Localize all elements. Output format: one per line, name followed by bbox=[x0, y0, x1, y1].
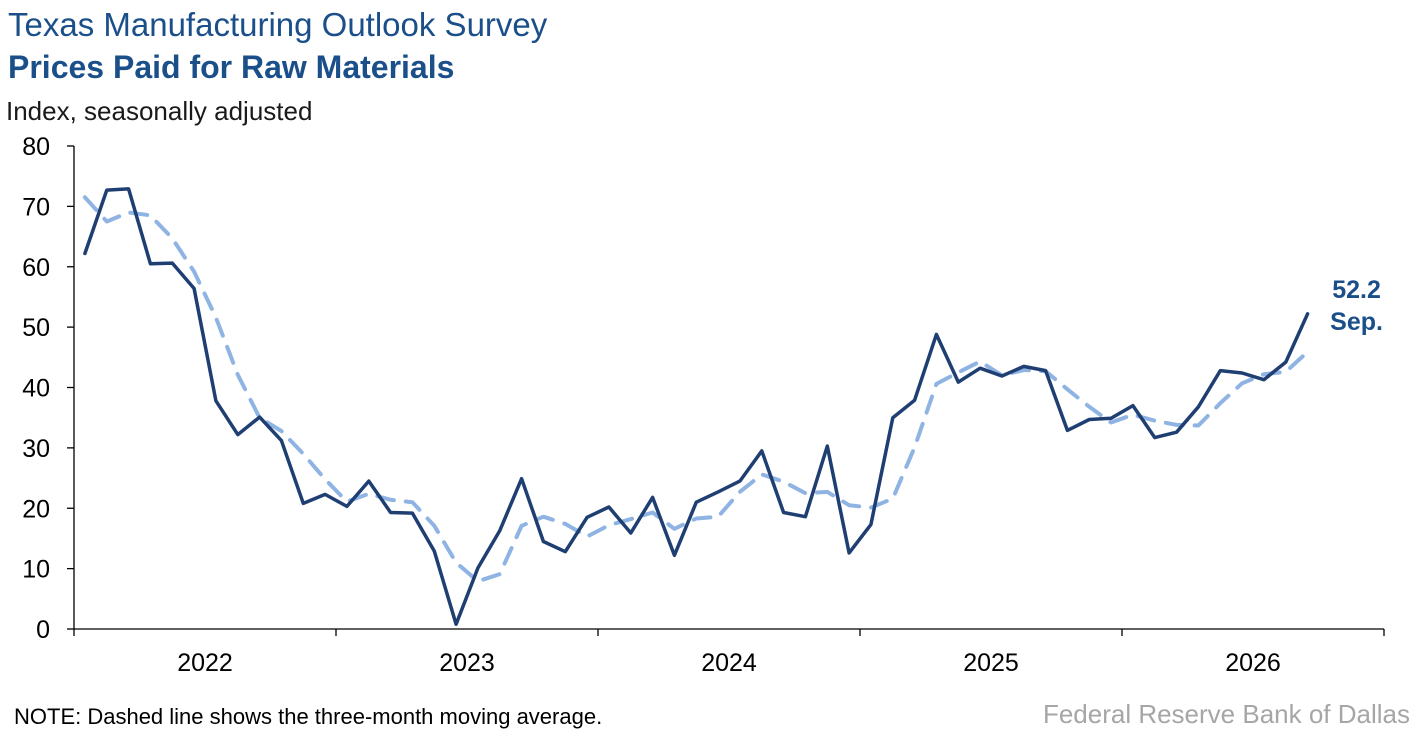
chart-axes: 0 10 20 30 40 50 60 70 80 2022 2023 2024 2025 2026 bbox=[22, 133, 1385, 677]
y-axis-unit-label: Index, seasonally adjusted bbox=[6, 96, 313, 126]
y-tick-label: 20 bbox=[22, 495, 50, 523]
chart-labels: 52.2 Sep. bbox=[1330, 276, 1383, 336]
y-tick-label: 0 bbox=[36, 616, 50, 644]
last-value-callout: 52.2 bbox=[1332, 276, 1381, 304]
y-tick-label: 50 bbox=[22, 314, 50, 342]
y-tick-label: 40 bbox=[22, 375, 50, 403]
source-credit: Federal Reserve Bank of Dallas bbox=[1042, 699, 1410, 729]
chart-title: Texas Manufacturing Outlook Survey bbox=[8, 6, 548, 43]
x-tick-label: 2024 bbox=[701, 649, 757, 677]
moving-average-line bbox=[82, 195, 1310, 584]
y-tick-label: 60 bbox=[22, 254, 50, 282]
footnote: NOTE: Dashed line shows the three-month … bbox=[14, 704, 603, 729]
y-tick-label: 80 bbox=[22, 133, 50, 161]
chart-series bbox=[82, 187, 1310, 626]
y-tick-label: 70 bbox=[22, 193, 50, 221]
x-tick-label: 2022 bbox=[177, 649, 233, 677]
x-tick-label: 2023 bbox=[439, 649, 495, 677]
chart-subtitle: Prices Paid for Raw Materials bbox=[8, 49, 455, 85]
x-tick-label: 2025 bbox=[963, 649, 1019, 677]
last-period-callout: Sep. bbox=[1330, 308, 1383, 336]
y-tick-label: 10 bbox=[22, 556, 50, 584]
index-line bbox=[83, 187, 1310, 626]
y-tick-label: 30 bbox=[22, 435, 50, 463]
x-tick-label: 2026 bbox=[1225, 649, 1281, 677]
